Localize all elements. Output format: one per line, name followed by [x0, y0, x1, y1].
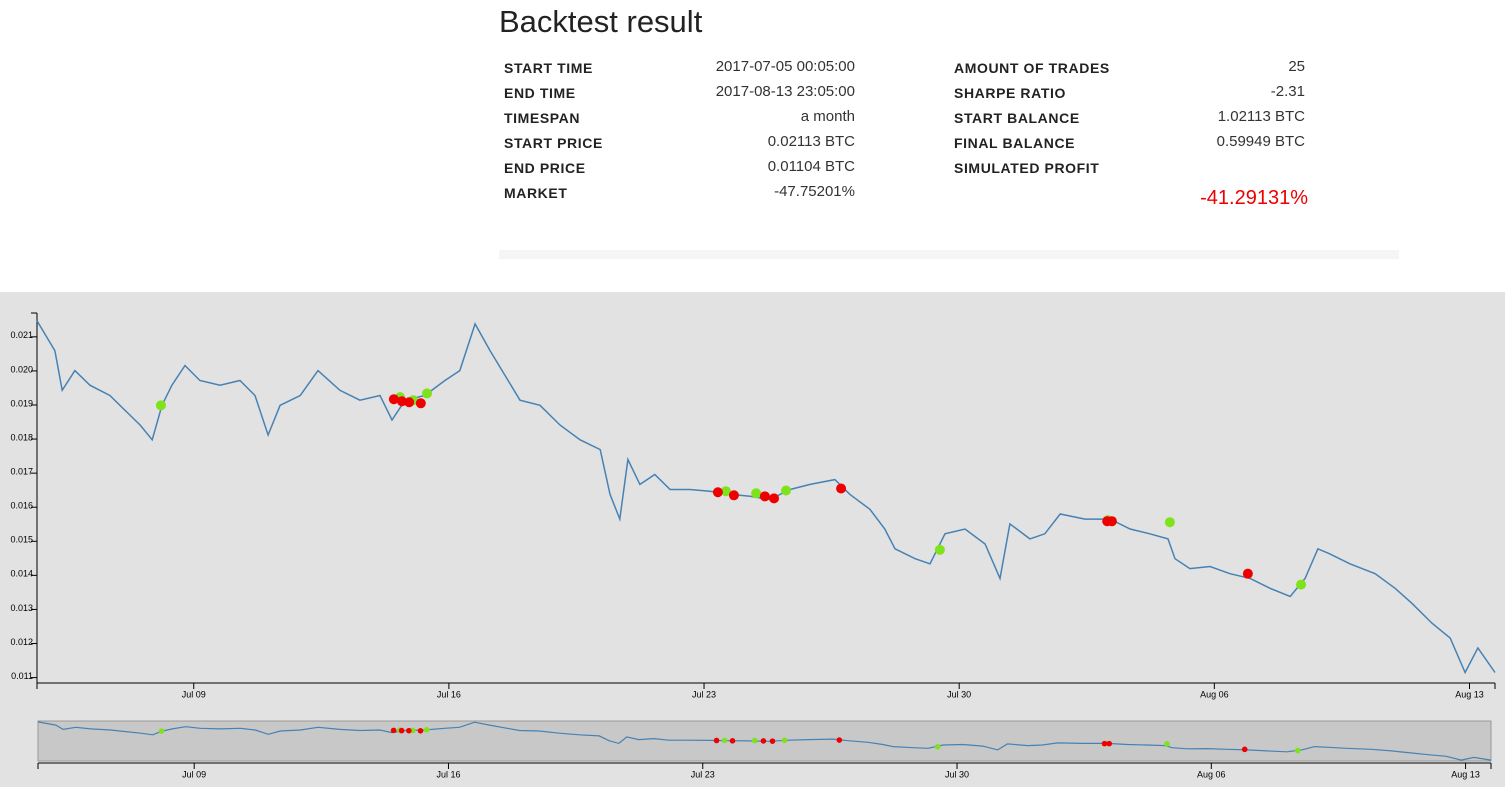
nav-x-tick-label: Jul 09 [182, 769, 206, 779]
nav-x-tick-label: Jul 23 [691, 769, 715, 779]
nav-trade-marker [406, 727, 412, 734]
trade-marker [836, 483, 847, 494]
nav-trade-marker [1101, 740, 1108, 747]
nav-x-tick-label: Jul 30 [945, 769, 969, 779]
nav-trade-marker [1294, 747, 1301, 754]
x-tick-label: Jul 30 [947, 689, 971, 699]
trade-marker [728, 490, 739, 501]
nav-x-tick-label: Aug 13 [1451, 769, 1480, 779]
nav-trade-marker [713, 737, 720, 744]
stat-label: START TIME [504, 60, 593, 76]
y-tick-label: 0.011 [11, 671, 33, 681]
stat-label: FINAL BALANCE [954, 135, 1076, 151]
trade-marker [751, 488, 762, 499]
trade-marker [769, 493, 780, 504]
nav-trade-marker [769, 738, 776, 744]
stat-value: 1.02113 BTC [1217, 108, 1305, 125]
nav-trade-marker [760, 738, 767, 744]
y-tick-label: 0.015 [10, 535, 33, 545]
x-tick-label: Aug 13 [1455, 689, 1484, 699]
trade-marker [396, 396, 407, 407]
trade-marker [1164, 517, 1175, 528]
stat-label: SHARPE RATIO [954, 85, 1066, 101]
nav-trade-marker [158, 728, 165, 734]
stat-value: 0.02113 BTC [767, 133, 855, 150]
stat-value: 25 [1288, 58, 1305, 75]
x-tick-label: Jul 23 [692, 689, 716, 699]
nav-trade-marker [1106, 740, 1113, 747]
nav-trade-marker [390, 727, 397, 734]
nav-trade-marker [729, 738, 736, 744]
y-tick-label: 0.020 [10, 364, 33, 374]
nav-trade-marker [1164, 740, 1170, 747]
y-tick-label: 0.013 [10, 603, 33, 613]
separator [499, 250, 1399, 259]
stat-value: 2017-07-05 00:05:00 [715, 58, 855, 75]
stat-value: a month [800, 108, 855, 125]
nav-trade-marker [934, 743, 941, 750]
stat-value: -47.75201% [774, 183, 855, 200]
y-tick-label: 0.016 [10, 501, 33, 511]
chart: Jul 09 Jul 16 Jul 23 Jul 30 Aug 06 Aug 13 0.01… [0, 292, 1505, 787]
trade-marker [388, 394, 399, 405]
nav-trade-marker [836, 737, 843, 743]
trade-marker [404, 397, 415, 408]
nav-trade-marker [417, 728, 424, 734]
trade-marker [422, 388, 433, 399]
stat-label: START BALANCE [954, 110, 1080, 126]
nav-trade-marker [423, 726, 430, 733]
nav-trade-marker [751, 737, 758, 744]
nav-trade-marker [1241, 746, 1248, 753]
nav-x-tick-label: Aug 06 [1197, 769, 1226, 779]
y-tick-label: 0.014 [10, 569, 33, 579]
stat-value: 2017-08-13 23:05:00 [715, 83, 855, 100]
trade-marker [720, 486, 731, 497]
trade-marker [781, 485, 792, 496]
stat-value: 0.01104 BTC [767, 158, 855, 175]
trade-marker [155, 400, 166, 411]
nav-trade-marker [398, 727, 405, 734]
stat-value: -2.31 [1270, 83, 1305, 100]
chart-background [0, 292, 1505, 787]
y-tick-label: 0.021 [10, 330, 33, 340]
trade-marker [1242, 568, 1253, 579]
stat-label: END TIME [504, 85, 576, 101]
profit: -41.29131% [1200, 187, 1308, 209]
stat-label: START PRICE [504, 135, 603, 151]
stat-label: END PRICE [504, 160, 586, 176]
nav-trade-marker [721, 737, 728, 744]
stat-label: MARKET [504, 185, 568, 201]
trade-marker [759, 491, 770, 502]
y-tick-label: 0.018 [10, 432, 33, 442]
x-tick-label: Aug 06 [1200, 689, 1229, 699]
y-tick-label: 0.012 [10, 637, 33, 647]
y-tick-label: 0.019 [10, 398, 33, 408]
nav-trade-marker [410, 727, 416, 734]
stat-label: AMOUNT OF TRADES [954, 60, 1110, 76]
title: Backtest result [499, 4, 703, 39]
y-tick-label: 0.017 [10, 467, 33, 477]
trade-marker [1296, 579, 1307, 590]
stat-label: SIMULATED PROFIT [954, 160, 1100, 176]
nav-trade-marker [781, 737, 788, 744]
trade-marker [1106, 516, 1117, 527]
stat-value: 0.59949 BTC [1216, 133, 1305, 150]
x-tick-label: Jul 09 [182, 689, 206, 699]
nav-x-tick-label: Jul 16 [436, 769, 460, 779]
trade-marker [712, 487, 723, 498]
x-tick-label: Jul 16 [437, 689, 461, 699]
trade-marker [934, 544, 945, 555]
trade-marker [415, 398, 426, 409]
stat-label: TIMESPAN [504, 110, 581, 126]
